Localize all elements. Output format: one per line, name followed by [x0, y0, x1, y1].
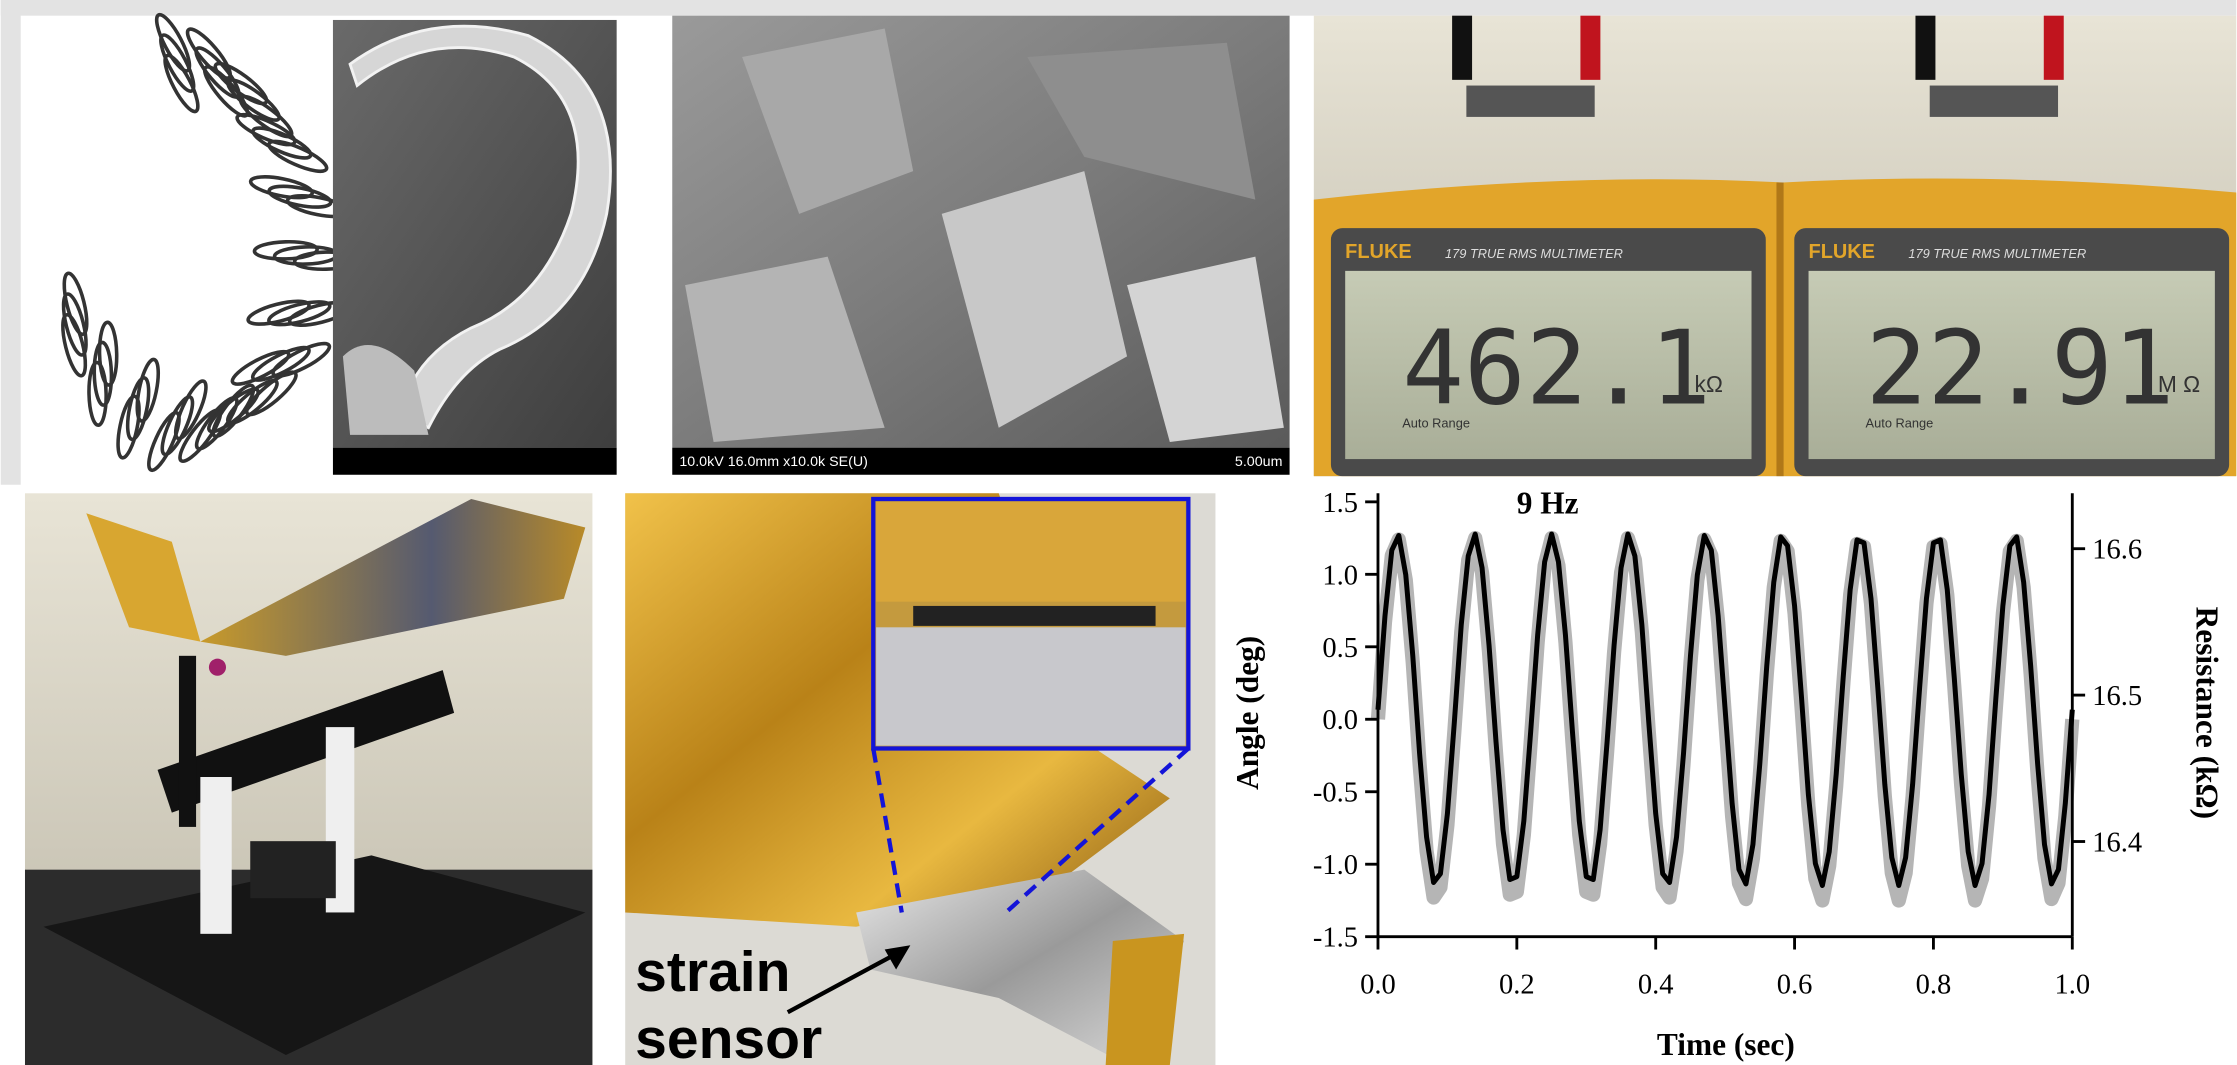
left-border: [1, 0, 21, 485]
model: 179 TRUE RMS MULTIMETER: [1445, 246, 1623, 261]
joint: [209, 659, 226, 676]
unit: M Ω: [2158, 371, 2200, 397]
figure: 10.0kV 16.0mm x10.0k SE(U) 5.00um FLUKE 1…: [0, 0, 2237, 1065]
probe-red: [1580, 16, 1600, 80]
y-tick-label: -1.5: [1313, 923, 1358, 954]
x-tick-label: 0.4: [1638, 970, 1674, 1001]
foil-photo: strain sensor: [625, 493, 1215, 1065]
y2-tick-label: 16.5: [2092, 681, 2142, 712]
y-tick-label: 1.5: [1322, 488, 1358, 519]
multimeters: FLUKE 179 TRUE RMS MULTIMETER 462.1kΩ Auto …: [1314, 16, 2236, 477]
sem-spiral: [333, 20, 617, 475]
probe-black: [1452, 16, 1472, 80]
top-border: [1, 0, 2237, 16]
inset-sensor: [913, 606, 1155, 626]
y2-tick-label: 16.4: [2092, 827, 2142, 858]
y-tick-label: -0.5: [1313, 778, 1358, 809]
sample: [1930, 86, 2058, 117]
brand: FLUKE: [1809, 241, 1875, 263]
sem-flakes: 10.0kV 16.0mm x10.0k SE(U) 5.00um: [672, 16, 1289, 475]
stand: [200, 777, 231, 934]
motor: [250, 841, 336, 898]
y-tick-label: -1.0: [1313, 850, 1358, 881]
probe-red: [2044, 16, 2064, 80]
range: Auto Range: [1402, 416, 1470, 431]
inset-silver: [876, 627, 1185, 745]
x-tick-label: 0.8: [1916, 970, 1952, 1001]
post: [179, 656, 196, 827]
x-tick-label: 0.0: [1360, 970, 1396, 1001]
y-tick-label: 0.5: [1322, 633, 1358, 664]
brand: FLUKE: [1345, 241, 1411, 263]
y2-axis-label: Resistance (kΩ): [2189, 607, 2224, 819]
page: 10.0kV 16.0mm x10.0k SE(U) 5.00um FLUKE 1…: [0, 0, 2237, 1065]
unit: kΩ: [1694, 371, 1722, 397]
x-tick-label: 0.2: [1499, 970, 1535, 1001]
annotation: 9 Hz: [1517, 485, 1579, 520]
model: 179 TRUE RMS MULTIMETER: [1908, 246, 2086, 261]
x-axis-label: Time (sec): [1657, 1027, 1795, 1062]
y-tick-label: 0.0: [1322, 705, 1358, 736]
y-tick-label: 1.0: [1322, 560, 1358, 591]
reading: 462.1: [1402, 309, 1711, 428]
sensor-label: sensor: [635, 1007, 822, 1065]
probe-black: [1915, 16, 1935, 80]
sem-scale: 5.00um: [1235, 454, 1283, 470]
sem-info: 10.0kV 16.0mm x10.0k SE(U): [679, 454, 867, 470]
scale-bar: [333, 448, 617, 475]
rig-photo: [25, 493, 592, 1065]
y2-tick-label: 16.6: [2092, 535, 2142, 566]
reading: 22.91: [1866, 309, 2175, 428]
x-tick-label: 0.6: [1777, 970, 1813, 1001]
x-tick-label: 1.0: [2054, 970, 2090, 1001]
sample: [1466, 86, 1594, 117]
sensor-label: strain: [635, 940, 790, 1004]
y-axis-label: Angle (deg): [1230, 636, 1265, 790]
inset-gold: [876, 502, 1185, 602]
range: Auto Range: [1866, 416, 1934, 431]
